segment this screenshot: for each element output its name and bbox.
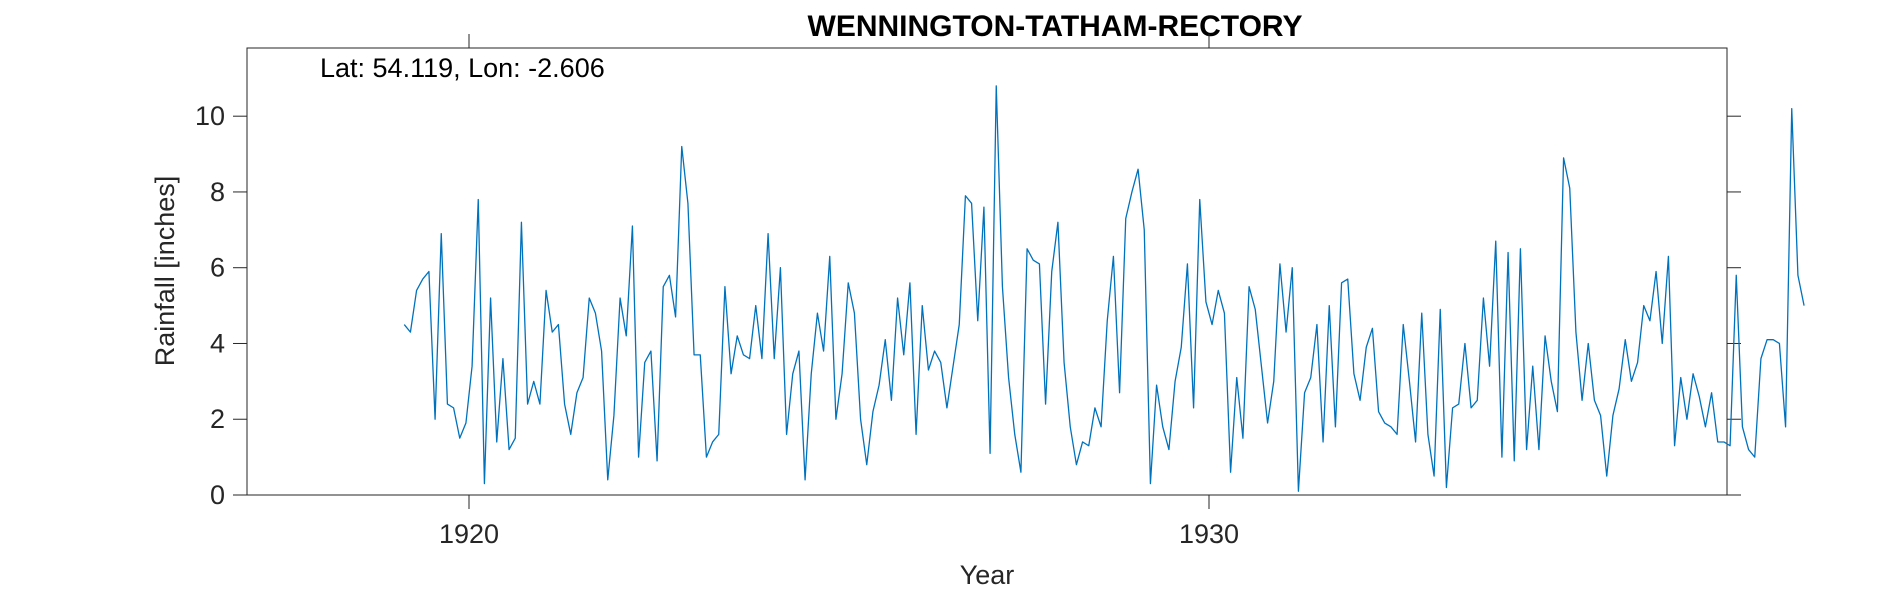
tick-labels: 0 2 4 6 8 10 1920 1930 <box>195 101 1239 549</box>
x-tick-label: 1920 <box>439 519 499 549</box>
chart-title: WENNINGTON-TATHAM-RECTORY <box>808 10 1303 43</box>
y-tick-label: 10 <box>195 101 225 131</box>
location-annotation: Lat: 54.119, Lon: -2.606 <box>320 53 605 83</box>
rainfall-series-line <box>403 85 1805 492</box>
y-axis-label: Rainfall [inches] <box>150 176 180 367</box>
y-tick-label: 0 <box>210 480 225 510</box>
x-axis-label: Year <box>960 560 1015 590</box>
y-tick-label: 8 <box>210 177 225 207</box>
y-tick-label: 2 <box>210 404 225 434</box>
plot-area <box>246 47 1728 496</box>
y-tick-label: 6 <box>210 253 225 283</box>
x-tick-label: 1930 <box>1179 519 1239 549</box>
y-tick-label: 4 <box>210 328 225 358</box>
